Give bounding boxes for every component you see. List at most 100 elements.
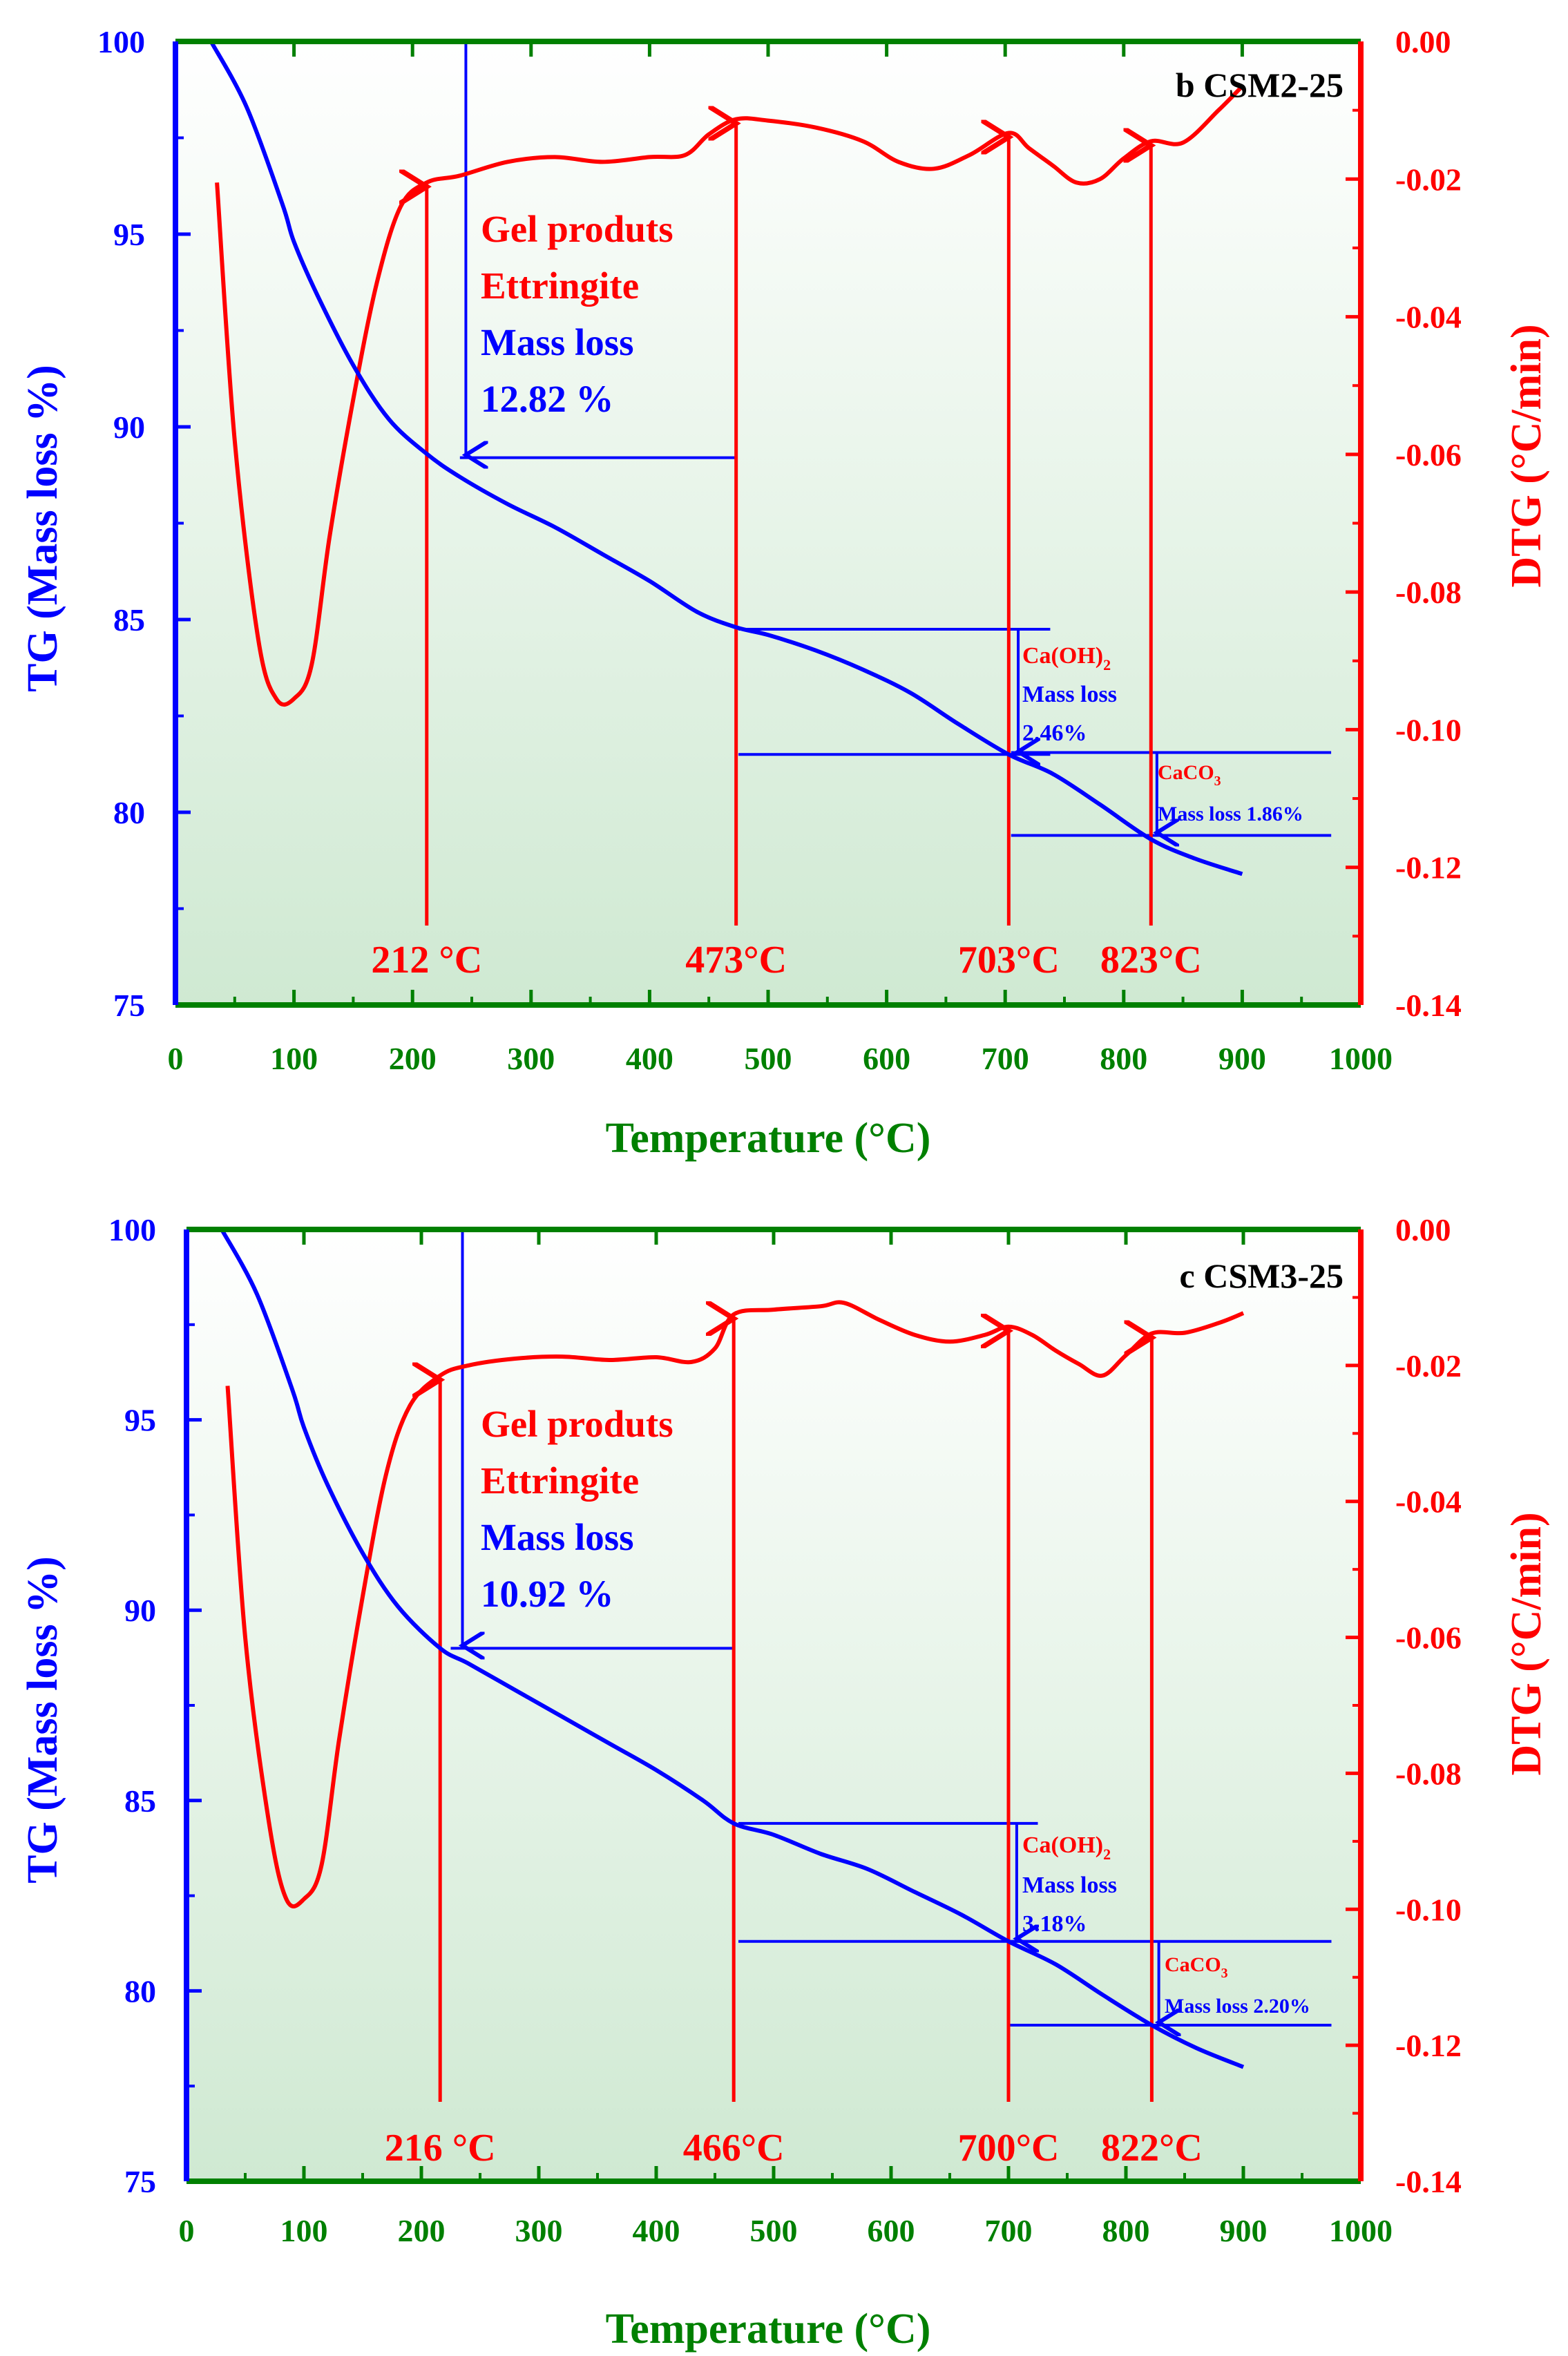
y-left-tick-label: 85 xyxy=(113,602,145,638)
y-right-tick-label: -0.14 xyxy=(1395,988,1462,1023)
peak-label: 823°C xyxy=(1100,939,1202,981)
y-left-tick-label: 75 xyxy=(113,988,145,1023)
panel-label: b CSM2-25 xyxy=(1176,66,1344,104)
gel-products-label: Gel produts xyxy=(481,208,673,250)
x-tick-label: 0 xyxy=(179,2213,195,2248)
caco3-label: CaCO3 xyxy=(1158,761,1221,789)
gel-products-label: Gel produts xyxy=(481,1403,673,1445)
caco3-label: CaCO3 xyxy=(1165,1953,1228,1981)
y-right-tick-label: -0.12 xyxy=(1395,2028,1462,2063)
x-tick-label: 600 xyxy=(868,2213,915,2248)
y-left-tick-labels: 75 80 85 90 95 100 xyxy=(108,1212,156,2199)
y-left-tick-label: 90 xyxy=(113,410,145,445)
x-tick-label: 700 xyxy=(985,2213,1033,2248)
ettringite-label: Ettringite xyxy=(481,265,639,307)
y-right-axis-title: DTG (°C/min) xyxy=(1503,324,1550,587)
x-tick-label: 300 xyxy=(515,2213,563,2248)
chart-panel-b: 0 100 200 300 400 500 600 700 800 900 1000 75 80 85 9… xyxy=(19,24,1550,1162)
y-left-tick-label: 90 xyxy=(124,1593,156,1628)
x-tick-label: 1000 xyxy=(1329,1041,1393,1076)
y-left-tick-label: 75 xyxy=(124,2164,156,2199)
y-left-tick-label: 80 xyxy=(124,1973,156,2009)
x-tick-label: 0 xyxy=(168,1041,184,1076)
caoh2-label: Ca(OH)2 xyxy=(1022,643,1111,673)
y-left-axis-title: TG (Mass loss %) xyxy=(19,1556,66,1884)
x-tick-label: 900 xyxy=(1218,1041,1266,1076)
y-left-tick-labels: 75 80 85 90 95 100 xyxy=(97,24,145,1023)
caoh2-mass-loss-value: 2.46% xyxy=(1022,720,1087,746)
y-right-tick-label: -0.10 xyxy=(1395,712,1462,747)
peak-label: 212 °C xyxy=(371,939,482,981)
x-tick-label: 600 xyxy=(863,1041,910,1076)
plot-background xyxy=(187,1229,1361,2181)
y-right-tick-label: -0.02 xyxy=(1395,162,1462,197)
x-tick-label: 400 xyxy=(626,1041,673,1076)
tg-series-line xyxy=(209,40,1243,877)
peak-label: 700°C xyxy=(958,2127,1060,2170)
x-tick-label: 500 xyxy=(745,1041,792,1076)
peak-label: 473°C xyxy=(685,939,787,981)
y-right-tick-label: -0.06 xyxy=(1395,437,1462,472)
y-right-tick-labels: -0.14 -0.12 -0.10 -0.08 -0.06 -0.04 -0.02 0.00 xyxy=(1395,1212,1462,2199)
y-right-tick-label: -0.04 xyxy=(1395,300,1462,335)
caoh2-label: Ca(OH)2 xyxy=(1022,1832,1111,1863)
y-right-tick-label: -0.08 xyxy=(1395,575,1462,610)
x-axis-title: Temperature (°C) xyxy=(606,2306,931,2353)
y-right-tick-label: -0.02 xyxy=(1395,1348,1462,1383)
x-tick-label: 300 xyxy=(507,1041,555,1076)
y-left-tick-label: 80 xyxy=(113,795,145,830)
y-left-tick-label: 95 xyxy=(113,217,145,252)
y-left-tick-label: 100 xyxy=(108,1212,156,1247)
mass-loss-value: 10.92 % xyxy=(481,1573,614,1615)
y-right-tick-label: -0.04 xyxy=(1395,1484,1462,1520)
caco3-mass-loss-label: Mass loss 1.86% xyxy=(1158,803,1303,825)
y-left-axis-title: TG (Mass loss %) xyxy=(19,365,66,692)
peak-markers xyxy=(427,124,1151,926)
y-right-axis-title: DTG (°C/min) xyxy=(1503,1512,1550,1775)
x-tick-label: 500 xyxy=(750,2213,798,2248)
mass-loss-value: 12.82 % xyxy=(481,378,614,420)
y-left-tick-label: 95 xyxy=(124,1403,156,1438)
axes-frame xyxy=(173,39,1364,1008)
y-right-tick-label: -0.12 xyxy=(1395,850,1462,885)
x-tick-label: 900 xyxy=(1220,2213,1268,2248)
y-right-tick-label: -0.06 xyxy=(1395,1620,1462,1656)
dtg-series-line xyxy=(215,84,1244,707)
x-tick-label: 800 xyxy=(1102,2213,1150,2248)
x-tick-label: 400 xyxy=(633,2213,680,2248)
dtg-series-line xyxy=(225,1300,1245,1908)
x-tick-label: 1000 xyxy=(1329,2213,1393,2248)
plot-background xyxy=(175,41,1361,1005)
peak-label: 822°C xyxy=(1101,2127,1203,2170)
y-right-tick-label: 0.00 xyxy=(1395,24,1451,59)
y-right-tick-label: -0.08 xyxy=(1395,1756,1462,1791)
y-left-tick-label: 100 xyxy=(97,24,145,59)
mass-loss-label: Mass loss xyxy=(481,321,634,363)
y-left-tick-label: 85 xyxy=(124,1783,156,1819)
y-right-tick-label: 0.00 xyxy=(1395,1212,1451,1247)
caco3-mass-loss-label: Mass loss 2.20% xyxy=(1165,1995,1310,2018)
axes-frame xyxy=(184,1227,1364,2184)
peak-labels: 212 °C 473°C 703°C 823°C xyxy=(371,939,1201,981)
caoh2-mass-loss-label: Mass loss xyxy=(1022,682,1117,707)
x-tick-labels: 0 100 200 300 400 500 600 700 800 900 1000 xyxy=(179,2213,1393,2248)
y-right-tick-labels: -0.14 -0.12 -0.10 -0.08 -0.06 -0.04 -0.02 0.00 xyxy=(1395,24,1462,1023)
ettringite-label: Ettringite xyxy=(481,1459,639,1502)
peak-label: 466°C xyxy=(683,2127,785,2170)
x-tick-label: 100 xyxy=(280,2213,328,2248)
caoh2-mass-loss-value: 3.18% xyxy=(1022,1911,1087,1937)
mass-loss-label: Mass loss xyxy=(481,1516,634,1558)
x-axis-title: Temperature (°C) xyxy=(606,1115,931,1162)
x-tick-label: 200 xyxy=(398,2213,446,2248)
x-tick-label: 800 xyxy=(1100,1041,1147,1076)
peak-markers xyxy=(440,1319,1151,2102)
tg-series-line xyxy=(220,1228,1245,2069)
x-tick-label: 700 xyxy=(982,1041,1029,1076)
peak-label: 216 °C xyxy=(385,2127,496,2170)
y-right-tick-label: -0.14 xyxy=(1395,2164,1462,2199)
y-right-tick-label: -0.10 xyxy=(1395,1892,1462,1927)
x-tick-label: 200 xyxy=(389,1041,437,1076)
panel-label: c CSM3-25 xyxy=(1180,1256,1344,1295)
x-tick-labels: 0 100 200 300 400 500 600 700 800 900 1000 xyxy=(168,1041,1393,1076)
